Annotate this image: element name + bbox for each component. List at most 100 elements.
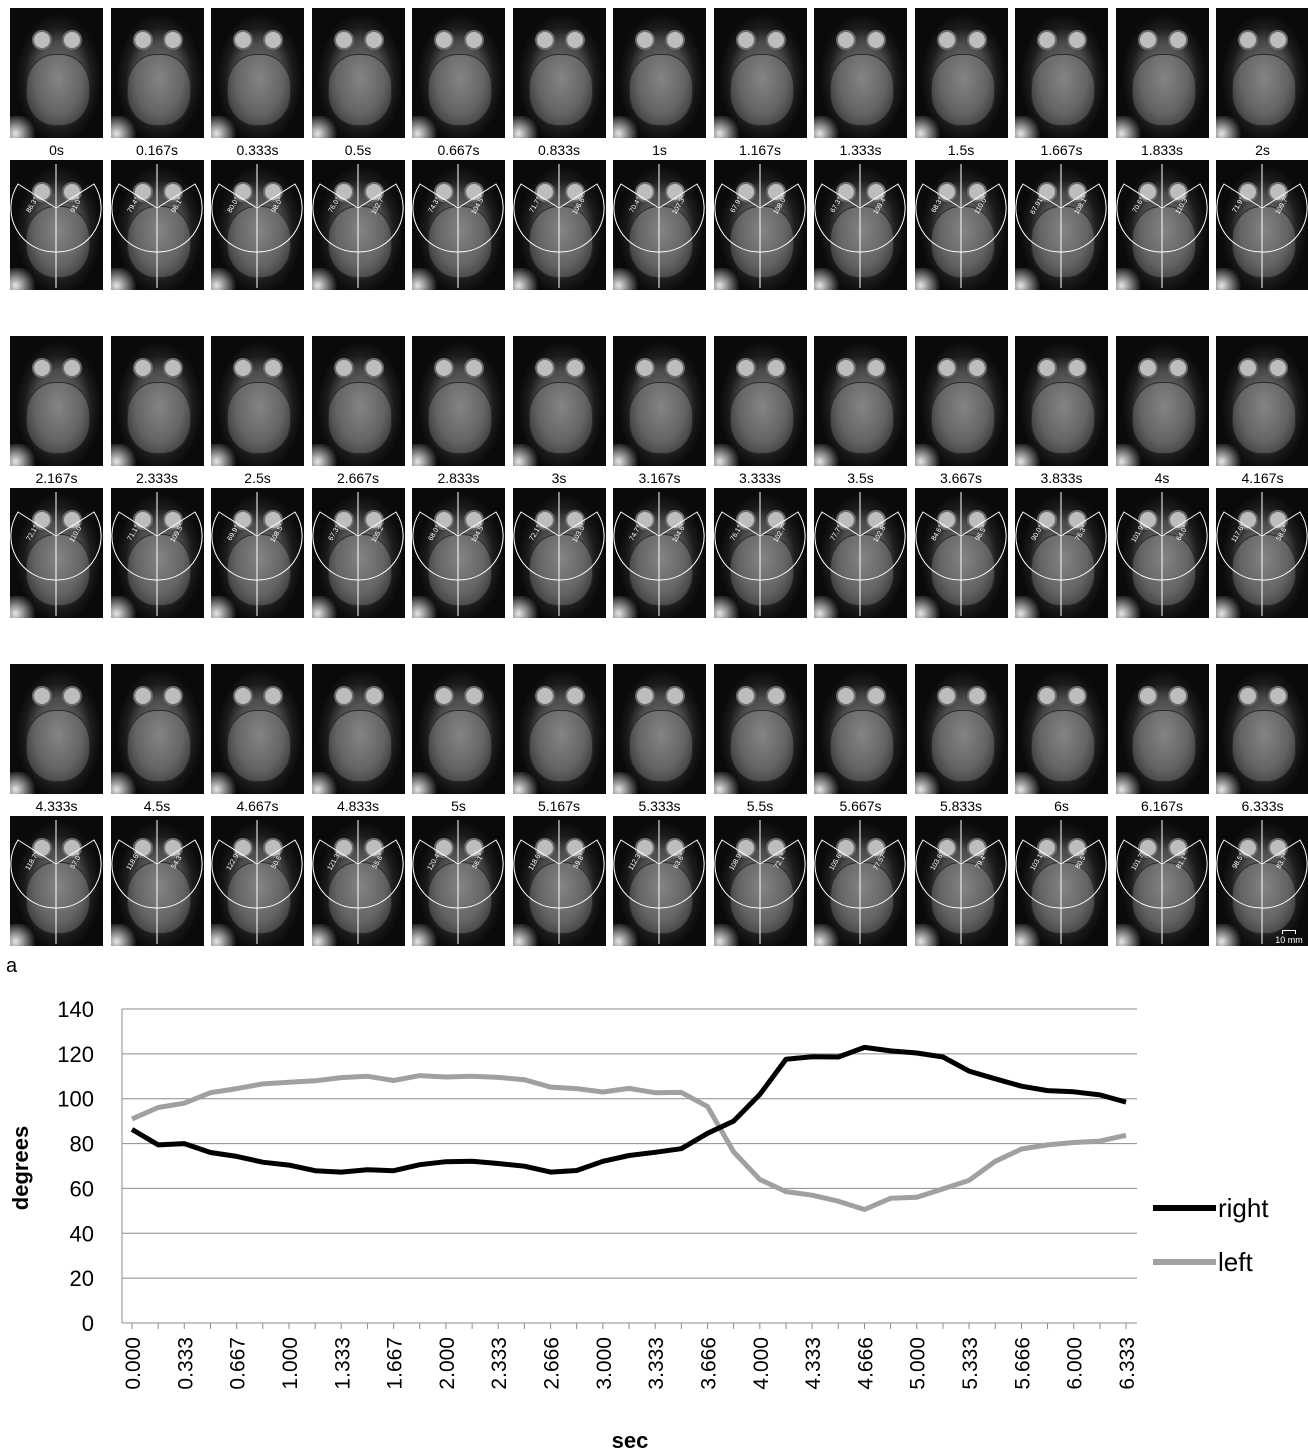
mri-frame bbox=[110, 336, 204, 466]
mri-frame bbox=[512, 8, 606, 138]
eye-globe bbox=[635, 686, 655, 706]
mri-frame-annotated: 74.7° 104.6° bbox=[613, 488, 706, 618]
scalp-highlight bbox=[814, 268, 842, 290]
mri-frame bbox=[512, 336, 606, 466]
angle-overlay: 118.6° 59.8° bbox=[512, 820, 605, 944]
eye-globe bbox=[534, 358, 555, 378]
panel-label: a bbox=[6, 955, 18, 977]
x-tick-label: 1.667 bbox=[384, 1337, 407, 1390]
brain-region bbox=[1131, 710, 1196, 782]
angle-sector bbox=[613, 820, 705, 944]
scalp-highlight bbox=[1015, 772, 1043, 794]
angle-sector bbox=[211, 164, 303, 288]
angle-value-label: 103.0° bbox=[570, 522, 587, 544]
frame-time-label: 1.667s bbox=[1040, 142, 1083, 158]
eye-globe bbox=[1238, 510, 1258, 530]
eye-globe bbox=[936, 30, 957, 50]
angle-overlay: 90.0° 76.3° bbox=[1015, 492, 1107, 616]
legend-label-left: left bbox=[1218, 1247, 1253, 1277]
brain-region bbox=[126, 382, 191, 454]
eye-globe bbox=[162, 358, 183, 378]
x-tick-label: 4.000 bbox=[750, 1337, 773, 1390]
eye-globe bbox=[765, 686, 786, 706]
brain-region bbox=[428, 206, 492, 278]
angle-overlay: 71.7° 106.6° bbox=[512, 164, 605, 288]
angle-value-label: 102.7° bbox=[369, 194, 386, 216]
scalp-highlight bbox=[713, 444, 742, 466]
brain-region bbox=[327, 710, 392, 782]
brain-region bbox=[528, 534, 593, 606]
mri-frame-annotated: 69.9° 108.5° bbox=[211, 488, 304, 618]
scalp-highlight bbox=[613, 924, 641, 946]
legend-label-right: right bbox=[1218, 1193, 1269, 1223]
y-tick-label: 0 bbox=[82, 1311, 94, 1336]
scalp-highlight bbox=[10, 116, 38, 138]
angle-value-label: 79.4° bbox=[125, 196, 140, 214]
frame-time-label: 2.333s bbox=[135, 470, 179, 486]
angle-value-label: 118.6° bbox=[124, 850, 141, 871]
angle-value-label: 71.1° bbox=[125, 524, 140, 542]
eye-globe bbox=[233, 686, 253, 706]
scalp-highlight bbox=[412, 268, 440, 290]
scale-bar-label: 10 mm bbox=[1275, 935, 1303, 945]
eye-globe bbox=[665, 686, 685, 706]
eye-globe bbox=[866, 686, 886, 706]
brain-region bbox=[1232, 54, 1296, 126]
mri-frame-annotated: 121.3° 55.6° bbox=[311, 816, 405, 946]
brain-region bbox=[1031, 710, 1095, 782]
frame-time-label: 5.167s bbox=[537, 798, 581, 814]
frame-time-label: 5.333s bbox=[638, 798, 681, 814]
series-line-left bbox=[131, 1073, 1127, 1212]
frame-time-label: 0.333s bbox=[236, 142, 279, 158]
angle-value-label: 110.0° bbox=[972, 194, 989, 215]
angle-sector bbox=[613, 164, 705, 288]
angle-value-label: 112.3° bbox=[627, 850, 644, 871]
scalp-highlight bbox=[311, 268, 340, 290]
angle-sector bbox=[713, 164, 806, 288]
eye-globe bbox=[735, 686, 756, 706]
brain-region bbox=[930, 382, 995, 454]
angle-overlay: 112.3° 63.6° bbox=[613, 820, 705, 944]
x-tick-label: 1.333 bbox=[331, 1337, 354, 1390]
angle-value-label: 101.7° bbox=[1129, 850, 1146, 872]
scalp-highlight bbox=[512, 268, 541, 290]
eye-globe bbox=[333, 510, 354, 530]
eye-globe bbox=[363, 358, 384, 378]
eye-globe bbox=[836, 686, 856, 706]
scalp-highlight bbox=[110, 444, 139, 466]
eye-globe bbox=[534, 838, 555, 858]
angle-overlay: 103.6° 79.4° bbox=[914, 820, 1007, 944]
x-tick-label: 3.000 bbox=[593, 1337, 616, 1390]
x-tick-label: 2.666 bbox=[541, 1337, 564, 1390]
mri-frame bbox=[211, 664, 304, 794]
angle-sector bbox=[1115, 164, 1208, 288]
scalp-highlight bbox=[211, 772, 239, 794]
frame-time-label: 3.333s bbox=[738, 470, 782, 486]
brain-region bbox=[729, 382, 794, 454]
angle-sector bbox=[311, 164, 404, 288]
mri-frame-annotated: 86.3° 91.0° bbox=[10, 160, 103, 290]
angle-overlay: 105.6° 77.57° bbox=[814, 820, 906, 944]
eye-globe bbox=[1238, 838, 1258, 858]
x-tick-label: 3.666 bbox=[697, 1337, 720, 1390]
eye-globe bbox=[1137, 30, 1158, 50]
scalp-highlight bbox=[10, 924, 38, 946]
angle-value-label: 109.4° bbox=[872, 194, 889, 216]
x-tick-label: 5.666 bbox=[1011, 1337, 1034, 1390]
mri-frame-annotated: 67.3° 109.4° bbox=[814, 160, 907, 290]
brain-region bbox=[26, 54, 90, 126]
mri-frame bbox=[613, 8, 706, 138]
scalp-highlight bbox=[914, 924, 943, 946]
angle-sector bbox=[1115, 820, 1208, 944]
angle-sector bbox=[713, 820, 806, 944]
scalp-highlight bbox=[211, 596, 239, 618]
angle-value-label: 117.6° bbox=[1230, 522, 1247, 543]
scale-bar: 10 mm bbox=[1272, 930, 1306, 945]
mri-frame-annotated: 71.7° 106.6° bbox=[512, 160, 606, 290]
scalp-highlight bbox=[914, 268, 943, 290]
y-tick-label: 120 bbox=[57, 1042, 94, 1067]
angle-sector bbox=[412, 820, 504, 944]
eye-globe bbox=[1268, 30, 1288, 50]
scale-bar-icon bbox=[1282, 930, 1296, 934]
scalp-highlight bbox=[512, 596, 541, 618]
